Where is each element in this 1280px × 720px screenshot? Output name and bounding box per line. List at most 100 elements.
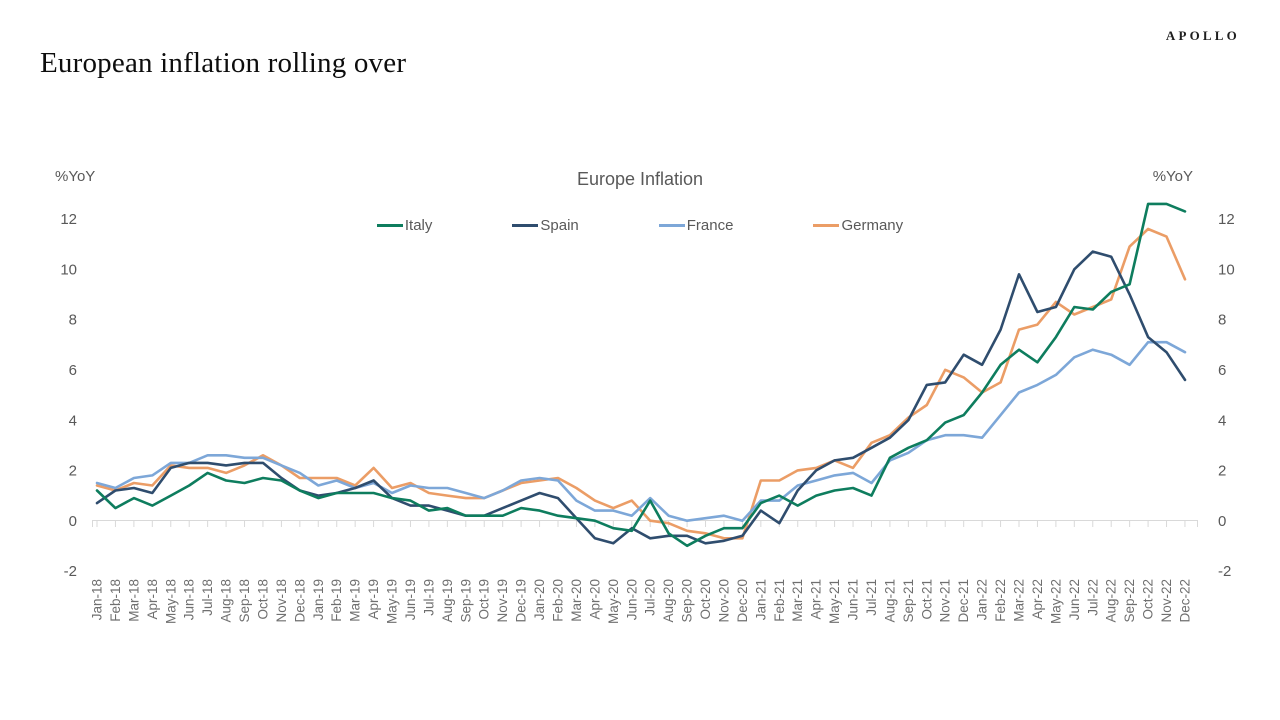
- y-tick-label-right: 6: [1218, 362, 1226, 379]
- x-tick-label: Jun-22: [1067, 579, 1082, 620]
- x-tick-label: Oct-21: [919, 579, 934, 620]
- x-tick-label: Dec-18: [292, 579, 307, 623]
- series-line-france: [95, 340, 1187, 523]
- x-tick-label: Oct-20: [698, 579, 713, 620]
- legend-item-france: France: [658, 217, 734, 234]
- y-tick-label-left: 8: [69, 312, 77, 329]
- x-tick-label: Jul-22: [1085, 579, 1100, 616]
- x-tick-label: Nov-18: [274, 579, 289, 623]
- apollo-logo: APOLLO: [1165, 28, 1240, 43]
- x-tick-label: Jun-19: [403, 579, 418, 620]
- y-tick-label-left: 12: [60, 211, 77, 228]
- x-tick-label: Mar-19: [348, 579, 363, 622]
- legend-label: Germany: [841, 217, 904, 234]
- y-tick-label-left: 0: [69, 513, 77, 530]
- x-tick-label: Nov-22: [1159, 579, 1174, 623]
- y-tick-label-left: 2: [69, 463, 77, 480]
- series-line-germany: [95, 227, 1187, 540]
- x-tick-label: Oct-18: [255, 579, 270, 620]
- page-title: European inflation rolling over: [40, 47, 407, 79]
- chart-legend: Italy Spain France Germany: [0, 217, 1280, 234]
- x-tick-label: Sep-20: [680, 579, 695, 623]
- legend-item-italy: Italy: [376, 217, 433, 234]
- x-tick-label: Apr-19: [366, 579, 381, 620]
- x-tick-label: Dec-22: [1177, 579, 1192, 623]
- series-line-italy: [95, 202, 1187, 548]
- x-tick-label: Sep-19: [458, 579, 473, 623]
- y-tick-label-left: -2: [64, 563, 77, 580]
- y-tick-label-left: 6: [69, 362, 77, 379]
- x-tick-label: Nov-21: [938, 579, 953, 623]
- legend-swatch-germany: [813, 224, 840, 227]
- x-tick-label: Feb-21: [772, 579, 787, 622]
- x-tick-label: Jul-18: [200, 579, 215, 616]
- x-tick-label: Jan-21: [753, 579, 768, 620]
- x-tick-label: Oct-22: [1141, 579, 1156, 620]
- y-tick-label-right: 2: [1218, 463, 1226, 480]
- x-tick-label: Feb-22: [993, 579, 1008, 622]
- x-tick-label: May-19: [385, 579, 400, 624]
- x-tick-label: Dec-19: [514, 579, 529, 623]
- y-tick-label-right: 10: [1218, 261, 1235, 278]
- legend-swatch-france: [658, 224, 685, 227]
- y-tick-label-right: 0: [1218, 513, 1226, 530]
- chart-title: Europe Inflation: [576, 169, 704, 189]
- x-tick-label: Dec-20: [735, 579, 750, 623]
- y-tick-label-left: 10: [60, 261, 77, 278]
- x-tick-label: Feb-20: [551, 579, 566, 622]
- x-tick-label: May-18: [163, 579, 178, 624]
- x-tick-label: Jul-20: [643, 579, 658, 616]
- x-tick-label: Aug-20: [661, 579, 676, 623]
- x-tick-label: Oct-19: [477, 579, 492, 620]
- x-tick-label: Jul-21: [864, 579, 879, 616]
- legend-swatch-spain: [512, 224, 539, 227]
- y-axis-unit-right: %YoY: [1152, 168, 1193, 185]
- x-tick-label: Aug-18: [219, 579, 234, 623]
- x-tick-label: Mar-20: [569, 579, 584, 622]
- x-tick-label: Jun-18: [182, 579, 197, 620]
- x-tick-label: Sep-18: [237, 579, 252, 623]
- legend-item-germany: Germany: [813, 217, 903, 234]
- x-tick-label: Mar-21: [790, 579, 805, 622]
- legend-label: Italy: [404, 217, 433, 234]
- x-tick-label: Mar-18: [126, 579, 141, 622]
- x-tick-label: Nov-20: [716, 579, 731, 623]
- x-tick-label: Aug-19: [440, 579, 455, 623]
- x-tick-label: Mar-22: [1012, 579, 1027, 622]
- x-tick-label: Jan-19: [311, 579, 326, 620]
- y-axis-unit-left: %YoY: [55, 168, 96, 185]
- legend-label: France: [686, 217, 734, 234]
- x-tick-label: Aug-22: [1104, 579, 1119, 623]
- y-tick-label-right: 4: [1218, 412, 1226, 429]
- x-tick-label: Jan-18: [90, 579, 105, 620]
- x-tick-label: Jan-22: [975, 579, 990, 620]
- x-tick-label: Jun-21: [846, 579, 861, 620]
- x-tick-label: Feb-19: [329, 579, 344, 622]
- y-tick-label-left: 4: [69, 412, 77, 429]
- legend-item-spain: Spain: [512, 217, 579, 234]
- x-tick-label: Apr-18: [145, 579, 160, 620]
- x-tick-label: May-22: [1048, 579, 1063, 624]
- x-tick-label: May-20: [606, 579, 621, 624]
- x-tick-label: Aug-21: [882, 579, 897, 623]
- x-tick-label: Sep-21: [901, 579, 916, 623]
- x-tick-label: Feb-18: [108, 579, 123, 622]
- x-tick-label: Dec-21: [956, 579, 971, 623]
- x-tick-label: Jan-20: [532, 579, 547, 620]
- x-tick-label: Sep-22: [1122, 579, 1137, 623]
- legend-label: Spain: [540, 217, 579, 234]
- series-line-spain: [95, 250, 1187, 545]
- x-tick-label: Apr-20: [587, 579, 602, 620]
- y-tick-label-right: 12: [1218, 211, 1235, 228]
- x-tick-label: Apr-21: [809, 579, 824, 620]
- legend-swatch-italy: [376, 224, 403, 227]
- x-tick-label: Nov-19: [495, 579, 510, 623]
- y-tick-label-right: 8: [1218, 312, 1226, 329]
- y-tick-label-right: -2: [1218, 563, 1231, 580]
- x-tick-label: Jun-20: [624, 579, 639, 620]
- x-tick-label: May-21: [827, 579, 842, 624]
- x-tick-label: Apr-22: [1030, 579, 1045, 620]
- x-tick-label: Jul-19: [421, 579, 436, 616]
